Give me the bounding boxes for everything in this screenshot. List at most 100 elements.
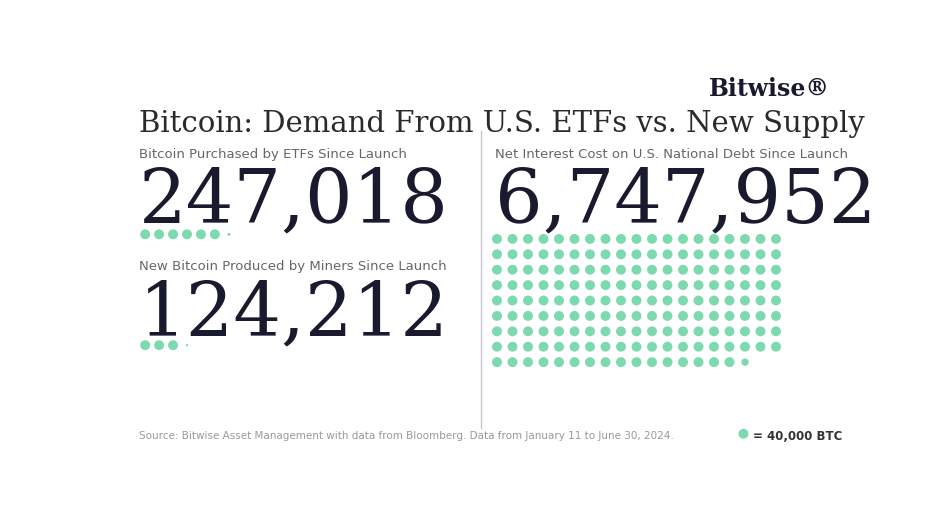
Circle shape <box>554 343 563 351</box>
Circle shape <box>694 296 703 305</box>
Circle shape <box>492 358 501 366</box>
Circle shape <box>632 296 641 305</box>
Circle shape <box>554 358 563 366</box>
Circle shape <box>679 296 688 305</box>
Circle shape <box>492 250 501 259</box>
Circle shape <box>585 358 595 366</box>
Circle shape <box>648 234 657 243</box>
Circle shape <box>523 358 532 366</box>
Circle shape <box>694 281 703 289</box>
Circle shape <box>539 327 548 336</box>
Circle shape <box>617 281 626 289</box>
Circle shape <box>694 358 703 366</box>
Circle shape <box>617 234 626 243</box>
Circle shape <box>492 281 501 289</box>
Circle shape <box>694 250 703 259</box>
Circle shape <box>554 327 563 336</box>
Circle shape <box>585 266 595 274</box>
Circle shape <box>617 296 626 305</box>
Text: Bitcoin Purchased by ETFs Since Launch: Bitcoin Purchased by ETFs Since Launch <box>139 148 407 161</box>
Circle shape <box>492 327 501 336</box>
Circle shape <box>570 343 579 351</box>
Circle shape <box>169 230 177 239</box>
Circle shape <box>492 296 501 305</box>
Circle shape <box>756 312 764 320</box>
Circle shape <box>710 327 719 336</box>
Text: 6,747,952: 6,747,952 <box>495 166 877 239</box>
Circle shape <box>648 312 657 320</box>
Circle shape <box>141 230 149 239</box>
Circle shape <box>772 296 780 305</box>
Circle shape <box>648 266 657 274</box>
Text: Net Interest Cost on U.S. National Debt Since Launch: Net Interest Cost on U.S. National Debt … <box>495 148 849 161</box>
Circle shape <box>570 266 579 274</box>
Circle shape <box>523 296 532 305</box>
Circle shape <box>772 312 780 320</box>
Circle shape <box>601 296 610 305</box>
Circle shape <box>197 230 205 239</box>
Circle shape <box>183 230 191 239</box>
Circle shape <box>508 266 517 274</box>
Circle shape <box>523 327 532 336</box>
Circle shape <box>756 327 764 336</box>
Circle shape <box>772 343 780 351</box>
Circle shape <box>694 327 703 336</box>
Circle shape <box>663 234 672 243</box>
Circle shape <box>508 281 517 289</box>
Circle shape <box>679 281 688 289</box>
Circle shape <box>725 281 734 289</box>
Circle shape <box>492 266 501 274</box>
Circle shape <box>570 327 579 336</box>
Text: New Bitcoin Produced by Miners Since Launch: New Bitcoin Produced by Miners Since Lau… <box>139 260 446 274</box>
Circle shape <box>617 312 626 320</box>
Circle shape <box>601 266 610 274</box>
Circle shape <box>679 234 688 243</box>
Circle shape <box>694 312 703 320</box>
Circle shape <box>570 358 579 366</box>
Circle shape <box>756 266 764 274</box>
Circle shape <box>663 266 672 274</box>
Circle shape <box>710 281 719 289</box>
Circle shape <box>694 266 703 274</box>
Circle shape <box>508 250 517 259</box>
Circle shape <box>570 312 579 320</box>
Circle shape <box>601 327 610 336</box>
Circle shape <box>601 343 610 351</box>
Circle shape <box>725 343 734 351</box>
Circle shape <box>756 343 764 351</box>
Circle shape <box>679 312 688 320</box>
Circle shape <box>211 230 219 239</box>
Circle shape <box>570 281 579 289</box>
Circle shape <box>725 312 734 320</box>
Text: Source: Bitwise Asset Management with data from Bloomberg. Data from January 11 : Source: Bitwise Asset Management with da… <box>139 431 673 441</box>
Circle shape <box>539 281 548 289</box>
Circle shape <box>632 327 641 336</box>
Circle shape <box>756 250 764 259</box>
Circle shape <box>772 281 780 289</box>
Circle shape <box>601 358 610 366</box>
Circle shape <box>523 312 532 320</box>
Circle shape <box>648 296 657 305</box>
Text: = 40,000 BTC: = 40,000 BTC <box>753 430 842 443</box>
Circle shape <box>523 343 532 351</box>
Circle shape <box>772 234 780 243</box>
Circle shape <box>648 327 657 336</box>
Circle shape <box>710 358 719 366</box>
Circle shape <box>679 327 688 336</box>
Circle shape <box>508 358 517 366</box>
Circle shape <box>601 281 610 289</box>
Circle shape <box>155 341 163 350</box>
Circle shape <box>663 343 672 351</box>
Circle shape <box>648 250 657 259</box>
Circle shape <box>694 343 703 351</box>
Circle shape <box>710 343 719 351</box>
Circle shape <box>632 358 641 366</box>
Circle shape <box>523 250 532 259</box>
Circle shape <box>772 327 780 336</box>
Circle shape <box>632 250 641 259</box>
Circle shape <box>710 296 719 305</box>
Circle shape <box>554 234 563 243</box>
Circle shape <box>679 358 688 366</box>
Circle shape <box>648 343 657 351</box>
Circle shape <box>741 312 749 320</box>
